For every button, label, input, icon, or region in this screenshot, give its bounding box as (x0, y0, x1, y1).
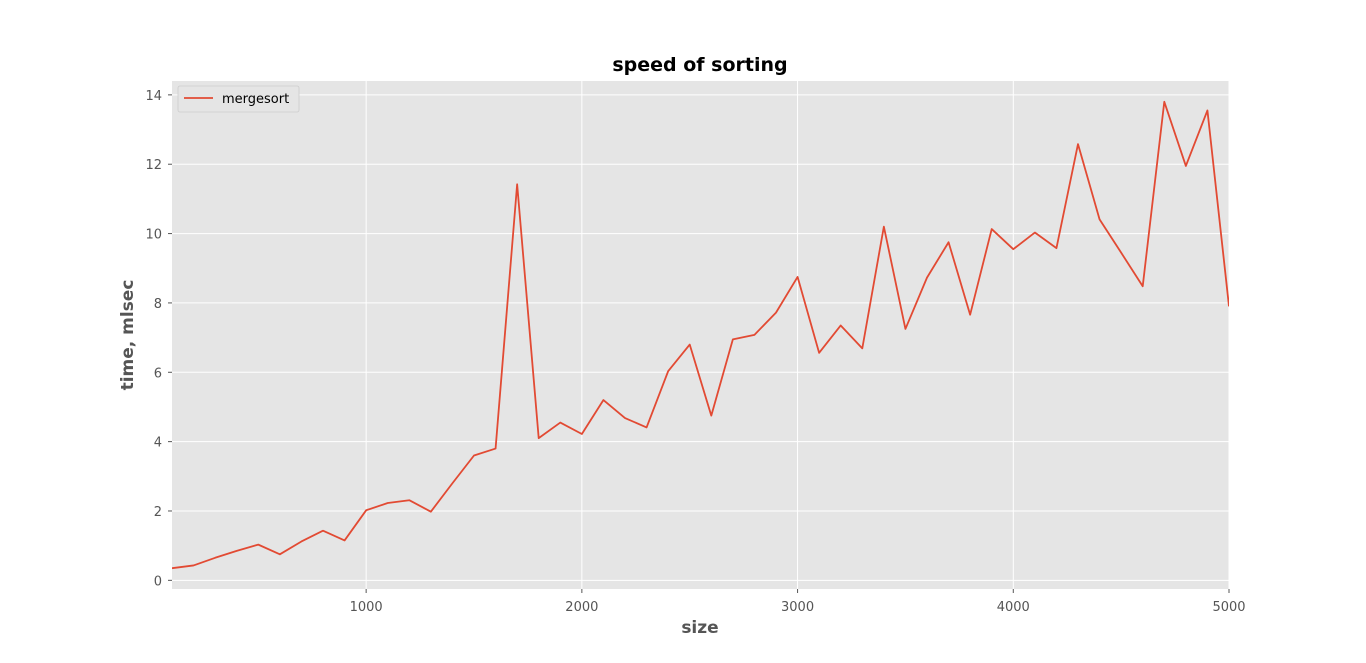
y-tick-label: 10 (145, 228, 162, 243)
x-axis-label: size (681, 618, 718, 638)
y-tick-label: 8 (154, 297, 162, 312)
x-tick-label: 1000 (350, 600, 383, 615)
legend-label-mergesort: mergesort (222, 92, 289, 107)
legend-box (177, 85, 300, 113)
series-line-mergesort (172, 100, 1229, 570)
y-tick-label: 0 (154, 574, 162, 589)
y-tick-label: 12 (145, 158, 162, 173)
y-tick-label: 14 (145, 89, 162, 104)
x-tick-label: 4000 (997, 600, 1030, 615)
x-tick-label: 5000 (1212, 600, 1245, 615)
series-layer (172, 100, 1229, 570)
x-axis-ticks: 1000 2000 3000 4000 5000 (350, 589, 1246, 615)
y-tick-label: 4 (154, 436, 162, 451)
y-tick-label: 2 (154, 505, 162, 520)
chart-title: speed of sorting (612, 54, 787, 76)
y-tick-label: 6 (154, 366, 162, 381)
x-tick-label: 3000 (781, 600, 814, 615)
y-axis-label: time, mlsec (118, 280, 138, 391)
y-axis-ticks: 0 2 4 6 8 10 12 14 (145, 89, 172, 589)
legend: mergesort (177, 85, 300, 113)
plot-area (172, 81, 1229, 589)
x-tick-label: 2000 (565, 600, 598, 615)
grid (172, 81, 1230, 589)
